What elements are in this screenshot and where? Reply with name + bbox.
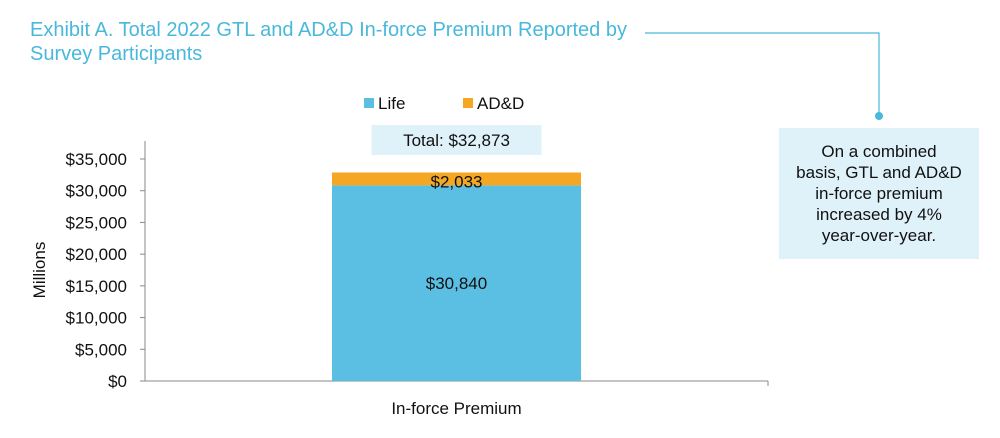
bar-segment-add — [332, 172, 581, 186]
chart-title: Exhibit A. Total 2022 GTL and AD&D In-fo… — [30, 18, 660, 66]
legend-label-add: AD&D — [477, 94, 524, 113]
chart-title-line-1: Exhibit A. Total 2022 GTL and AD&D In-fo… — [30, 19, 627, 41]
y-tick-label: $25,000 — [66, 213, 127, 232]
callout-line-2: basis, GTL and AD&D — [796, 163, 962, 182]
y-axis-label: Millions — [30, 242, 49, 299]
chart-title-line-2: Survey Participants — [30, 43, 203, 65]
callout-connector-line — [645, 32, 880, 116]
callout-line-4: increased by 4% — [816, 205, 942, 224]
bar-segment-life — [332, 185, 581, 381]
y-tick-label: $0 — [108, 372, 127, 391]
y-tick-label: $30,000 — [66, 182, 127, 201]
data-label-life: $30,840 — [426, 274, 487, 293]
callout-line-5: year-over-year. — [821, 226, 937, 245]
data-label-add: $2,033 — [431, 172, 483, 191]
callout-line-3: in-force premium — [815, 184, 943, 203]
y-tick-label: $20,000 — [66, 245, 127, 264]
legend-swatch-life — [364, 98, 374, 108]
callout-connector-dot — [875, 112, 883, 120]
y-tick-label: $10,000 — [66, 309, 127, 328]
legend-swatch-add — [463, 98, 473, 108]
y-tick-label: $35,000 — [66, 150, 127, 169]
callout-box: On a combined basis, GTL and AD&D in-for… — [779, 128, 979, 259]
y-tick-label: $15,000 — [66, 277, 127, 296]
callout-line-1: On a combined — [821, 142, 937, 161]
total-label: Total: $32,873 — [403, 131, 510, 150]
legend-label-life: Life — [378, 94, 405, 113]
x-category-label: In-force Premium — [391, 399, 521, 418]
total-label-box — [371, 125, 542, 155]
y-tick-label: $5,000 — [75, 340, 127, 359]
